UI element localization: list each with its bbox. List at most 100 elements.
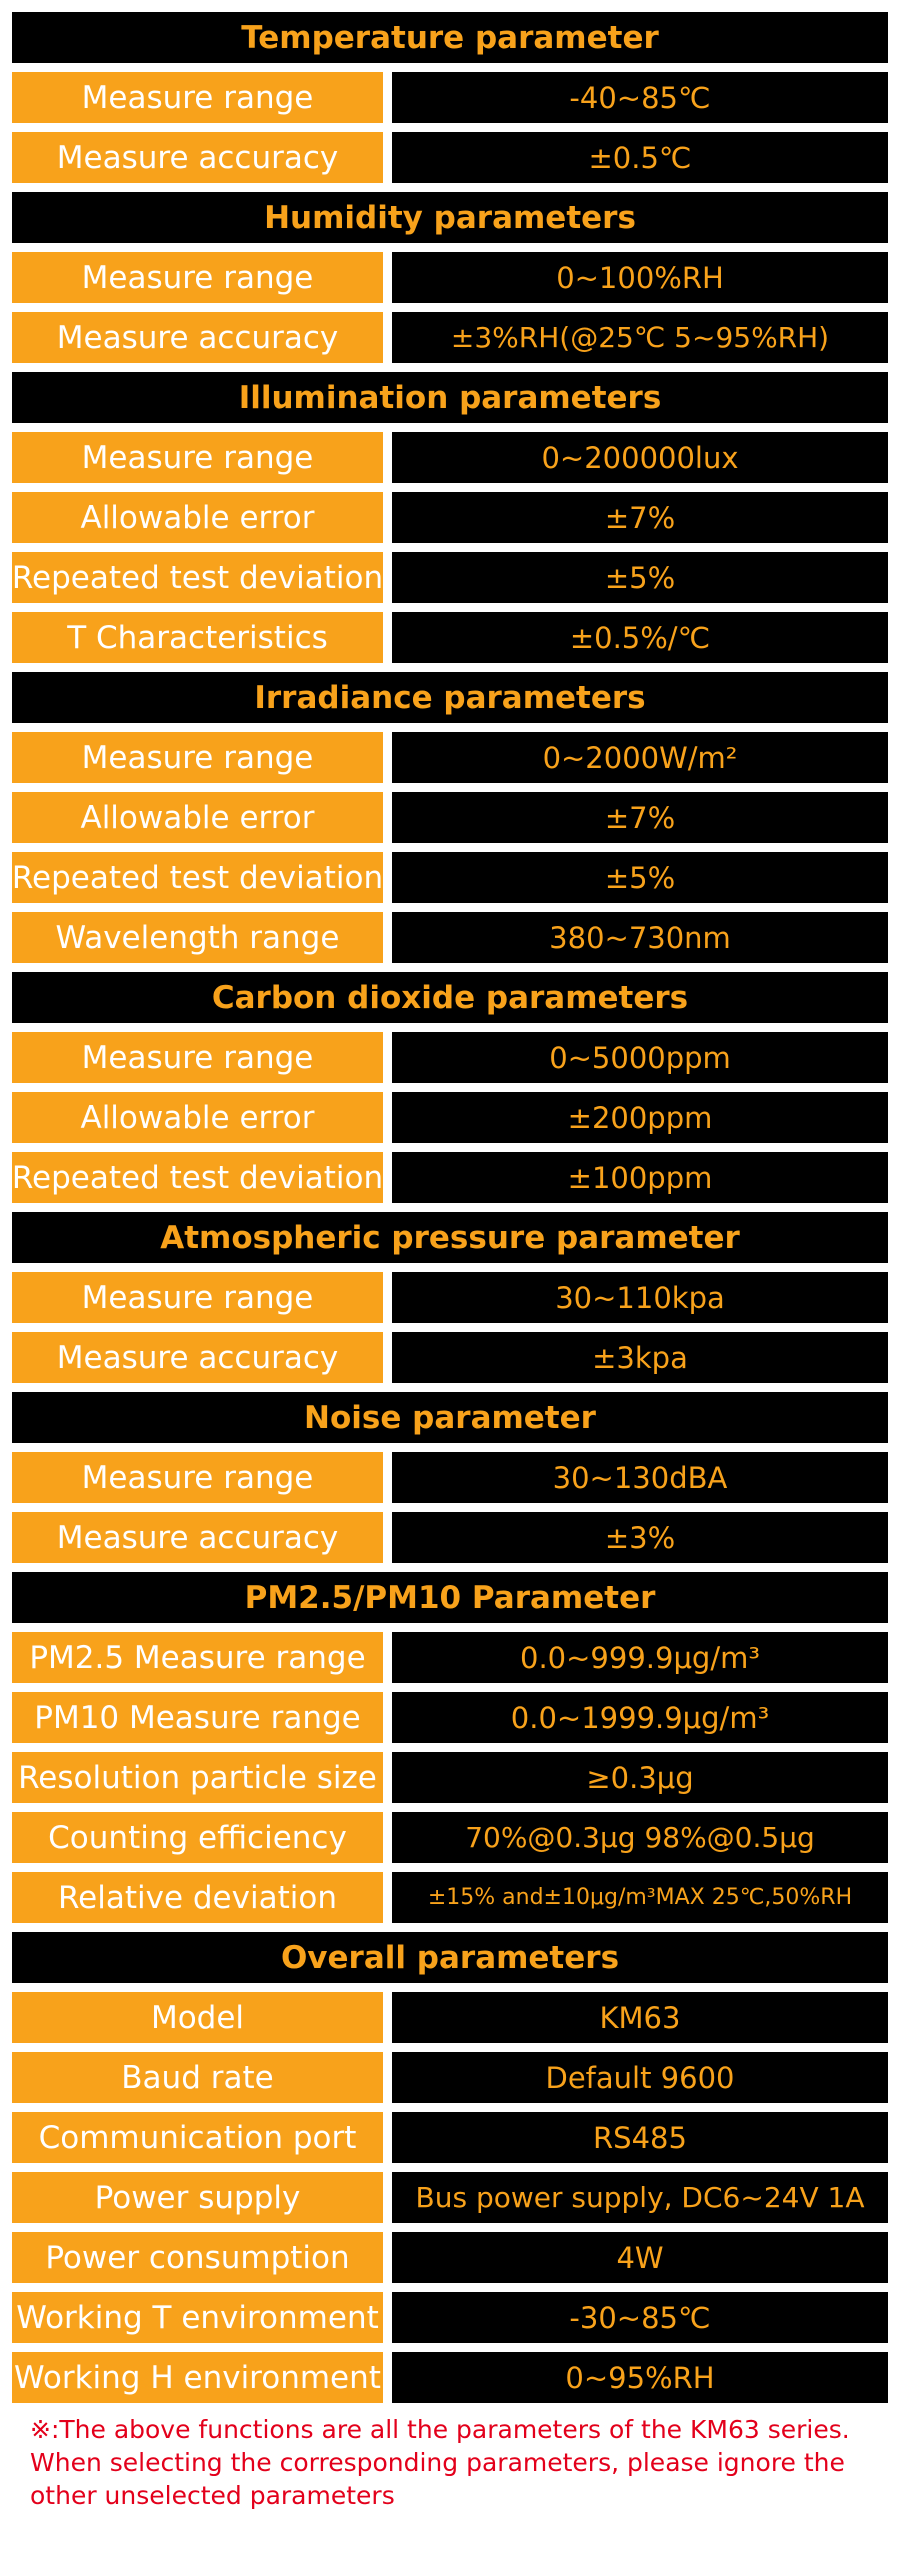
row-label: Counting efficiency [12, 1812, 383, 1863]
row-label: Measure range [12, 252, 383, 303]
row-value: ±5% [392, 852, 888, 903]
row-label: Working T environment [12, 2292, 383, 2343]
section-title-irradiance: Irradiance parameters [12, 672, 888, 723]
row-value: 0~2000W/m² [392, 732, 888, 783]
section-title-illumination: Illumination parameters [12, 372, 888, 423]
row-label: Allowable error [12, 792, 383, 843]
row-label: Power consumption [12, 2232, 383, 2283]
table-row: Measure accuracy ±3%RH(@25℃ 5~95%RH) [12, 312, 888, 363]
row-value: 70%@0.3μg 98%@0.5μg [392, 1812, 888, 1863]
table-row: Allowable error ±7% [12, 792, 888, 843]
row-value: ≥0.3μg [392, 1752, 888, 1803]
row-label: Measure accuracy [12, 132, 383, 183]
row-value: ±0.5%/℃ [392, 612, 888, 663]
row-value: ±15% and±10μg/m³MAX 25℃,50%RH [392, 1872, 888, 1923]
row-value: Bus power supply, DC6~24V 1A [392, 2172, 888, 2223]
row-value: ±3% [392, 1512, 888, 1563]
row-value: 0.0~999.9μg/m³ [392, 1632, 888, 1683]
section-title-pm: PM2.5/PM10 Parameter [12, 1572, 888, 1623]
table-row: Allowable error ±200ppm [12, 1092, 888, 1143]
table-row: Wavelength range 380~730nm [12, 912, 888, 963]
table-row: Measure range 30~110kpa [12, 1272, 888, 1323]
row-label: Measure accuracy [12, 1512, 383, 1563]
row-label: Repeated test deviation [12, 852, 383, 903]
row-label: Measure range [12, 72, 383, 123]
table-row: Repeated test deviation ±100ppm [12, 1152, 888, 1203]
row-label: Relative deviation [12, 1872, 383, 1923]
row-label: Working H environment [12, 2352, 383, 2403]
row-label: Repeated test deviation [12, 1152, 383, 1203]
row-label: Measure range [12, 1452, 383, 1503]
section-title-overall: Overall parameters [12, 1932, 888, 1983]
table-row: Repeated test deviation ±5% [12, 552, 888, 603]
table-row: T Characteristics ±0.5%/℃ [12, 612, 888, 663]
row-label: Resolution particle size [12, 1752, 383, 1803]
row-value: ±3%RH(@25℃ 5~95%RH) [392, 312, 888, 363]
section-title-atmospheric-pressure: Atmospheric pressure parameter [12, 1212, 888, 1263]
row-value: 0~100%RH [392, 252, 888, 303]
row-value: 0.0~1999.9μg/m³ [392, 1692, 888, 1743]
table-row: Model KM63 [12, 1992, 888, 2043]
row-value: RS485 [392, 2112, 888, 2163]
row-value: ±200ppm [392, 1092, 888, 1143]
row-label: Measure range [12, 1272, 383, 1323]
section-title-carbon-dioxide: Carbon dioxide parameters [12, 972, 888, 1023]
row-value: 0~95%RH [392, 2352, 888, 2403]
row-label: Allowable error [12, 1092, 383, 1143]
table-row: PM10 Measure range 0.0~1999.9μg/m³ [12, 1692, 888, 1743]
table-row: Measure range 30~130dBA [12, 1452, 888, 1503]
row-value: -30~85℃ [392, 2292, 888, 2343]
row-label: Measure accuracy [12, 1332, 383, 1383]
row-value: -40~85℃ [392, 72, 888, 123]
row-value: KM63 [392, 1992, 888, 2043]
row-label: T Characteristics [12, 612, 383, 663]
row-label: PM10 Measure range [12, 1692, 383, 1743]
table-row: Measure range 0~200000lux [12, 432, 888, 483]
row-value: ±100ppm [392, 1152, 888, 1203]
row-label: Repeated test deviation [12, 552, 383, 603]
row-label: Measure range [12, 432, 383, 483]
table-row: Baud rate Default 9600 [12, 2052, 888, 2103]
row-label: Measure range [12, 732, 383, 783]
row-label: Model [12, 1992, 383, 2043]
row-label: Allowable error [12, 492, 383, 543]
table-row: Working T environment -30~85℃ [12, 2292, 888, 2343]
section-title-humidity: Humidity parameters [12, 192, 888, 243]
row-label: Communication port [12, 2112, 383, 2163]
row-value: 30~110kpa [392, 1272, 888, 1323]
table-row: Measure range 0~2000W/m² [12, 732, 888, 783]
table-row: Counting efficiency 70%@0.3μg 98%@0.5μg [12, 1812, 888, 1863]
row-value: 30~130dBA [392, 1452, 888, 1503]
row-value: Default 9600 [392, 2052, 888, 2103]
table-row: Resolution particle size ≥0.3μg [12, 1752, 888, 1803]
row-value: 0~200000lux [392, 432, 888, 483]
row-value: ±7% [392, 792, 888, 843]
table-row: Allowable error ±7% [12, 492, 888, 543]
table-row: Measure range 0~5000ppm [12, 1032, 888, 1083]
row-label: PM2.5 Measure range [12, 1632, 383, 1683]
row-value: ±5% [392, 552, 888, 603]
section-title-noise: Noise parameter [12, 1392, 888, 1443]
table-row: Measure range 0~100%RH [12, 252, 888, 303]
row-label: Power supply [12, 2172, 383, 2223]
table-row: Communication port RS485 [12, 2112, 888, 2163]
row-value: ±7% [392, 492, 888, 543]
row-value: 380~730nm [392, 912, 888, 963]
table-row: Measure range -40~85℃ [12, 72, 888, 123]
table-row: Power consumption 4W [12, 2232, 888, 2283]
table-row: Relative deviation ±15% and±10μg/m³MAX 2… [12, 1872, 888, 1923]
table-row: Repeated test deviation ±5% [12, 852, 888, 903]
row-label: Measure range [12, 1032, 383, 1083]
row-label: Baud rate [12, 2052, 383, 2103]
section-title-temperature: Temperature parameter [12, 12, 888, 63]
table-row: Working H environment 0~95%RH [12, 2352, 888, 2403]
table-row: Measure accuracy ±3kpa [12, 1332, 888, 1383]
table-row: PM2.5 Measure range 0.0~999.9μg/m³ [12, 1632, 888, 1683]
table-row: Measure accuracy ±0.5℃ [12, 132, 888, 183]
row-label: Wavelength range [12, 912, 383, 963]
row-value: 4W [392, 2232, 888, 2283]
row-value: 0~5000ppm [392, 1032, 888, 1083]
row-value: ±3kpa [392, 1332, 888, 1383]
table-row: Measure accuracy ±3% [12, 1512, 888, 1563]
